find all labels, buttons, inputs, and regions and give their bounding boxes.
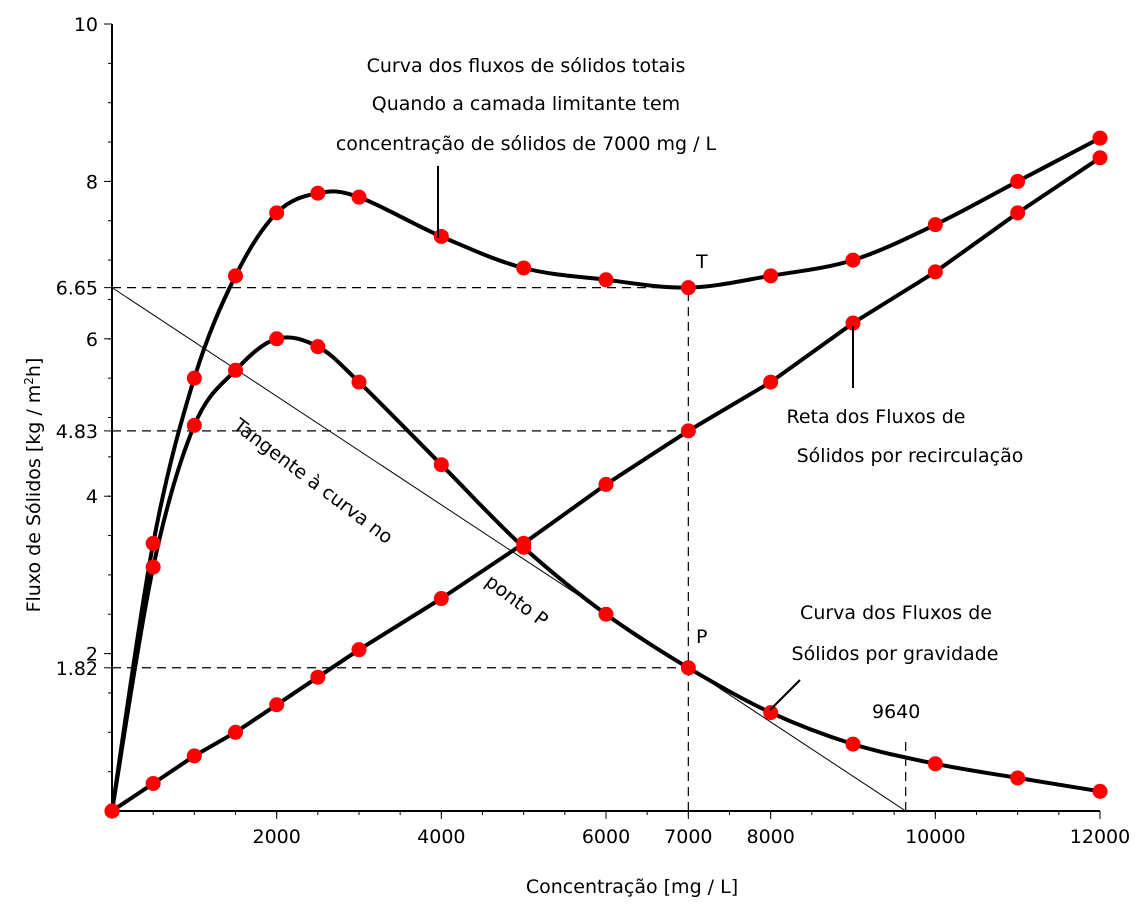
data-point-gravity xyxy=(433,457,449,473)
data-point-gravity xyxy=(763,705,779,721)
data-point-gravity xyxy=(1092,783,1108,799)
data-point-recirculation xyxy=(310,669,326,685)
data-point-recirculation xyxy=(186,748,202,764)
data-point-recirculation xyxy=(680,423,696,439)
data-point-recirculation xyxy=(145,775,161,791)
tangent-line xyxy=(111,287,906,812)
data-point-gravity xyxy=(845,736,861,752)
x-tick-label: 12000 xyxy=(1070,826,1130,848)
data-point-recirculation xyxy=(516,535,532,551)
data-point-recirculation xyxy=(1010,205,1026,221)
recirc-label-1: Reta dos Fluxos de xyxy=(786,406,965,428)
data-point-gravity xyxy=(310,339,326,355)
series-line-gravity xyxy=(110,335,1101,812)
tangent-label-1: Tangente à curva no xyxy=(228,414,397,549)
data-point-gravity xyxy=(228,362,243,378)
tangent-label-2: ponto P xyxy=(481,570,552,631)
data-point-gravity xyxy=(145,559,161,575)
markers xyxy=(104,130,1108,819)
data-point-recirculation xyxy=(1092,150,1108,166)
y-axis-title-end: h] xyxy=(23,358,45,377)
y-tick-label: 8 xyxy=(86,171,98,193)
data-point-recirculation xyxy=(763,374,779,390)
x-tick-label: 6000 xyxy=(582,826,630,848)
data-point-gravity xyxy=(269,331,285,347)
gravity-label-1: Curva dos Fluxos de xyxy=(800,602,992,624)
y-tick-label: 6 xyxy=(86,329,98,351)
y-tick-label: 4 xyxy=(86,486,98,508)
data-point-gravity xyxy=(927,756,943,772)
data-point-total xyxy=(1092,130,1108,146)
x-axis-title: Concentração [mg / L] xyxy=(526,876,738,898)
data-point-recirculation xyxy=(104,803,120,819)
total-curve-label-2: Quando a camada limitante tem xyxy=(372,93,680,115)
data-point-gravity xyxy=(1010,770,1026,786)
data-point-total xyxy=(1010,173,1026,189)
data-point-total xyxy=(145,535,161,551)
reference-lines xyxy=(112,287,907,811)
gravity-label-2: Sólidos por gravidade xyxy=(792,643,999,665)
y-tick-label: 1.82 xyxy=(56,658,98,680)
data-point-total xyxy=(433,228,449,244)
y-tick-label: 10 xyxy=(74,14,98,36)
data-point-total xyxy=(927,217,943,233)
data-point-recirculation xyxy=(845,315,861,331)
y-axis-title-main: Fluxo de Sólidos [kg / m xyxy=(23,385,45,613)
data-point-gravity xyxy=(598,606,614,622)
series-line-recirculation xyxy=(110,156,1102,813)
x-tick-label: 10000 xyxy=(905,826,965,848)
total-curve-label-3: concentração de sólidos de 7000 mg / L xyxy=(336,133,717,155)
data-point-total xyxy=(516,260,532,276)
data-point-total xyxy=(269,205,285,221)
gravity-leader xyxy=(769,679,801,711)
x-tick-label: 4000 xyxy=(417,826,465,848)
data-point-total xyxy=(763,268,779,284)
x-tick-label: 2000 xyxy=(252,826,300,848)
y-tick-label: 4.83 xyxy=(56,421,98,443)
data-point-total xyxy=(680,280,696,296)
total-curve-label-1: Curva dos fluxos de sólidos totais xyxy=(367,55,686,77)
recirc-label-2: Sólidos por recirculação xyxy=(797,445,1024,467)
ticks: 1.822 4 4.83 6 6.65 8 10 2000 4000 6000 7000 8000 10… xyxy=(56,14,1131,848)
point-p-label: P xyxy=(696,626,707,648)
value-9640-label: 9640 xyxy=(872,701,920,723)
data-point-total xyxy=(228,268,243,284)
data-point-recirculation xyxy=(927,264,943,280)
data-point-recirculation xyxy=(598,476,614,492)
data-point-gravity xyxy=(186,417,202,433)
x-tick-label: 7000 xyxy=(664,826,712,848)
y-tick-label: 2 xyxy=(86,644,98,666)
y-axis-title: Fluxo de Sólidos [kg / m2h] xyxy=(22,358,45,613)
series-layer xyxy=(110,136,1102,813)
leader-lines xyxy=(437,166,854,711)
data-point-total xyxy=(310,185,326,201)
data-point-total xyxy=(845,252,861,268)
data-point-recirculation xyxy=(433,591,449,607)
point-t-label: T xyxy=(695,251,708,273)
series-line-total xyxy=(110,136,1101,812)
data-point-total xyxy=(186,370,202,386)
data-point-gravity xyxy=(351,374,367,390)
data-point-total xyxy=(351,189,367,205)
data-point-recirculation xyxy=(351,642,367,658)
x-tick-label: 8000 xyxy=(746,826,794,848)
data-point-recirculation xyxy=(228,724,243,740)
y-tick-label: 6.65 xyxy=(56,278,98,300)
data-point-gravity xyxy=(680,660,696,676)
tangent-layer xyxy=(111,287,906,812)
data-point-recirculation xyxy=(269,697,285,713)
y-axis-title-sup: 2 xyxy=(22,377,36,385)
data-point-total xyxy=(598,272,614,288)
